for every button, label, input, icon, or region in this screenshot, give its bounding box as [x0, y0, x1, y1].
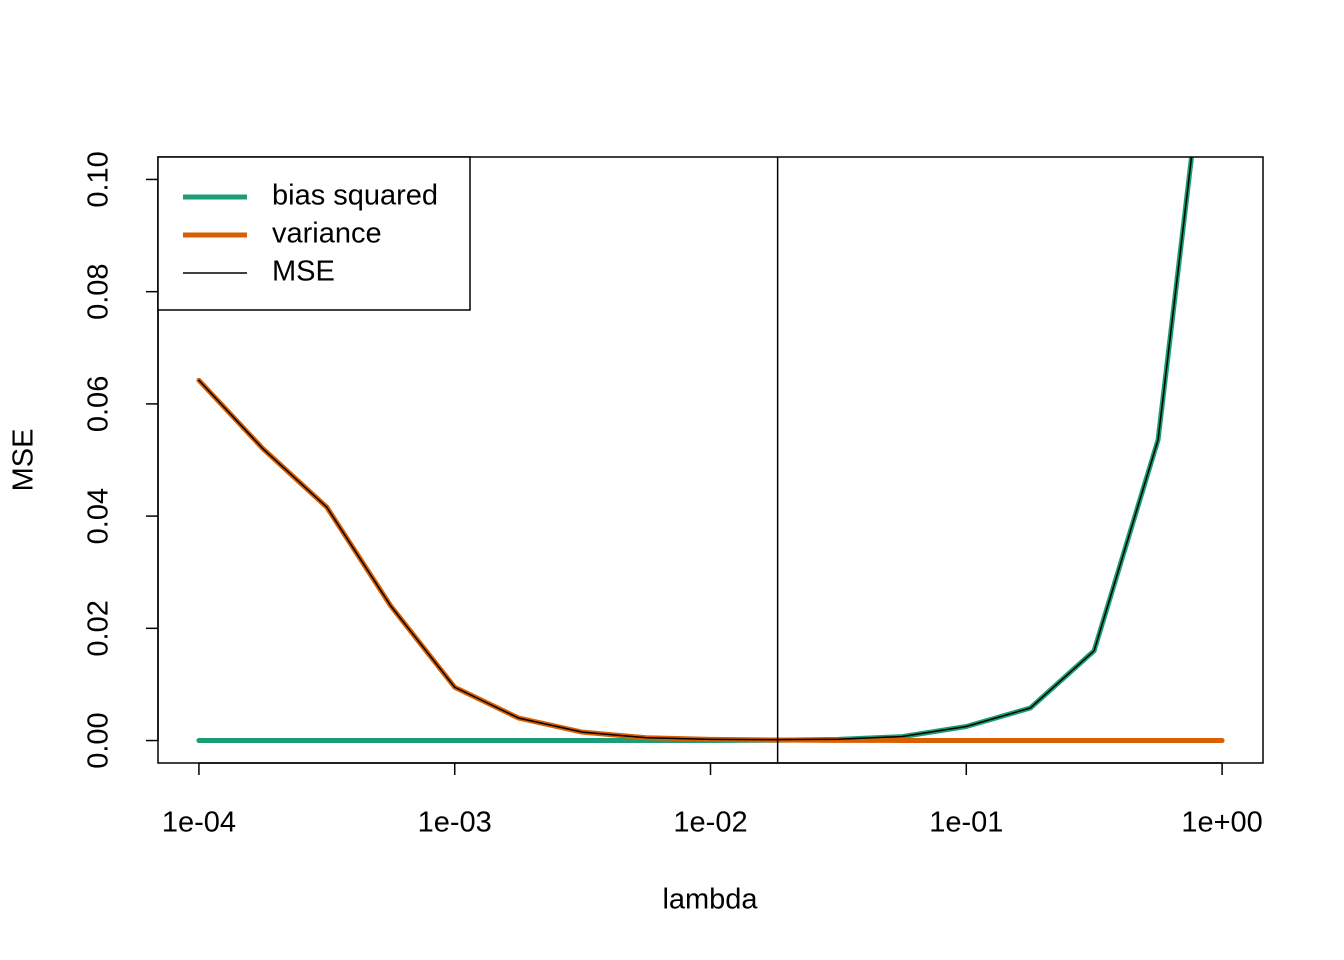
y-axis-label: MSE	[8, 429, 40, 492]
y-tick-label: 0.08	[83, 263, 115, 319]
y-tick-label: 0.04	[83, 488, 115, 544]
x-tick-label: 1e-04	[162, 807, 236, 839]
x-tick-label: 1e-01	[929, 807, 1003, 839]
plot-area	[196, 157, 1225, 744]
y-tick-label: 0.00	[83, 712, 115, 768]
x-tick-label: 1e+00	[1181, 807, 1262, 839]
x-axis-label: lambda	[662, 884, 758, 916]
x-tick-label: 1e-03	[418, 807, 492, 839]
y-tick-label: 0.10	[83, 151, 115, 207]
x-tick-label: 1e-02	[673, 807, 747, 839]
legend-label: variance	[272, 218, 382, 250]
legend-label: bias squared	[272, 180, 438, 212]
legend-label: MSE	[272, 256, 335, 288]
y-tick-label: 0.06	[83, 376, 115, 432]
plot-box	[157, 156, 1264, 764]
series-line	[198, 157, 1193, 741]
y-tick-label: 0.02	[83, 600, 115, 656]
